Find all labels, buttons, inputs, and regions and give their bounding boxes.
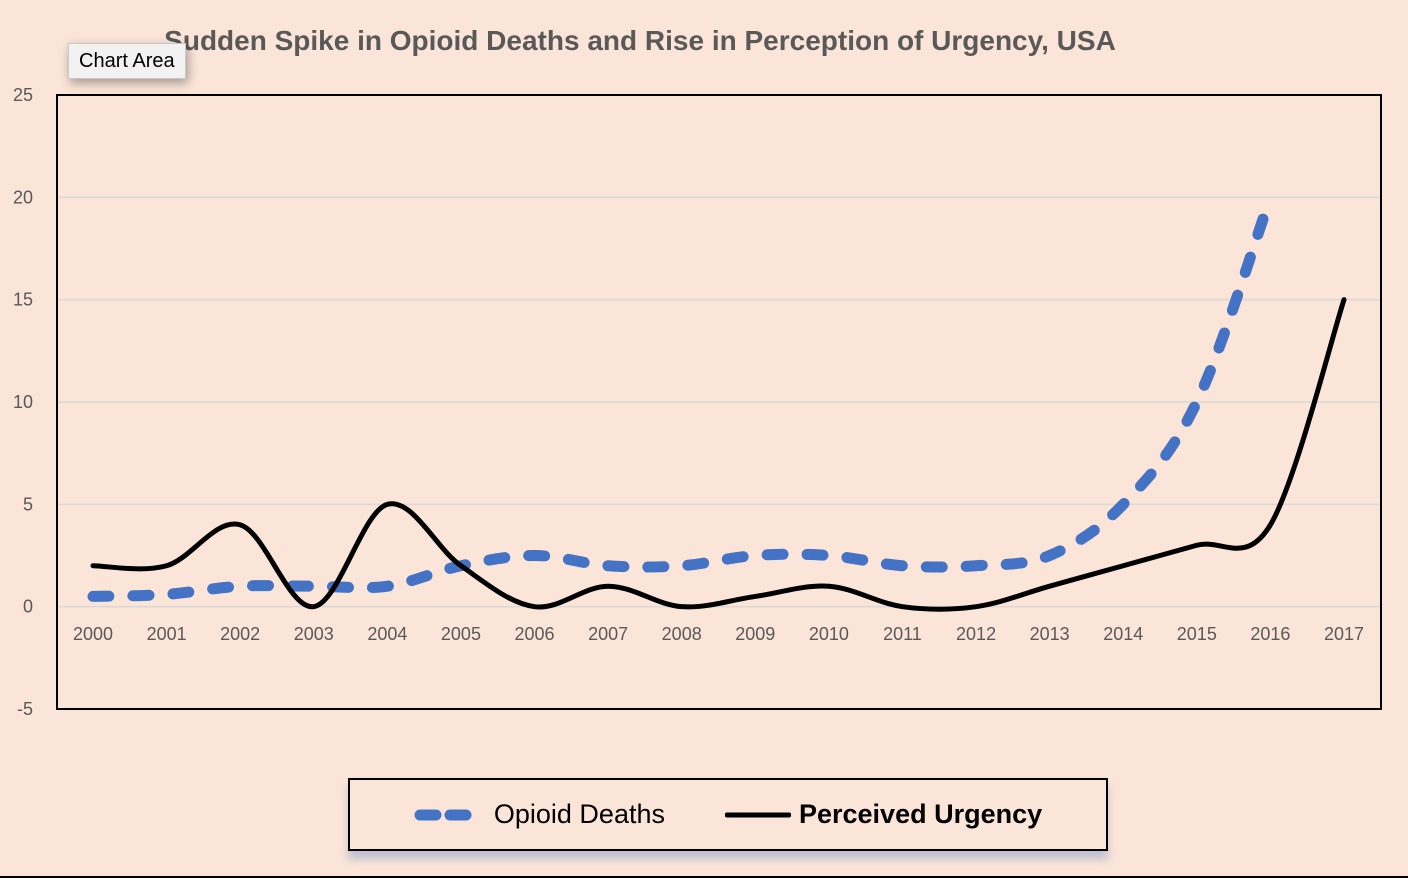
x-tick-label: 2013 [1030, 624, 1070, 644]
legend-label: Perceived Urgency [798, 799, 1043, 829]
bottom-border [0, 876, 1408, 878]
y-tick-label: 15 [13, 290, 33, 310]
x-tick-label: 2006 [515, 624, 555, 644]
x-tick-label: 2000 [73, 624, 113, 644]
chart-area-tooltip: Chart Area [68, 43, 186, 79]
legend-label: Opioid Deaths [493, 799, 665, 829]
y-tick-label: 5 [23, 494, 33, 514]
y-tick-label: 10 [13, 392, 33, 412]
y-tick-label: 0 [23, 597, 33, 617]
x-tick-label: 2014 [1103, 624, 1143, 644]
x-tick-label: 2003 [294, 624, 334, 644]
x-tick-label: 2005 [441, 624, 481, 644]
gridlines [57, 196, 1381, 608]
legend-item-perceived-urgency[interactable]: Perceived Urgency [724, 799, 1043, 830]
plot-area-border [56, 94, 1382, 710]
x-tick-label: 2002 [220, 624, 260, 644]
x-tick-label: 2009 [735, 624, 775, 644]
opioid-deaths-line[interactable] [87, 191, 1276, 602]
series-lines [87, 191, 1347, 612]
x-tick-label: 2015 [1177, 624, 1217, 644]
y-tick-label: 25 [13, 85, 33, 105]
legend-item-opioid-deaths[interactable]: Opioid Deaths [414, 799, 665, 830]
y-tick-label: 20 [13, 187, 33, 207]
chart-title: Sudden Spike in Opioid Deaths and Rise i… [164, 25, 1116, 56]
x-tick-label: 2010 [809, 624, 849, 644]
x-tick-label: 2008 [662, 624, 702, 644]
x-tick-label: 2007 [588, 624, 628, 644]
solid-line-legend-icon [724, 812, 791, 817]
dashed-line-legend-icon [414, 809, 486, 820]
legend[interactable]: Opioid Deaths Perceived Urgency [348, 778, 1108, 851]
x-tick-label: 2004 [367, 624, 407, 644]
perceived-urgency-line[interactable] [90, 297, 1347, 612]
y-tick-label: -5 [17, 699, 33, 719]
x-tick-label: 2011 [883, 624, 922, 644]
x-tick-label: 2017 [1324, 624, 1364, 644]
x-tick-label: 2012 [956, 624, 996, 644]
x-tick-label: 2001 [147, 624, 187, 644]
y-axis-ticks: 25 20 15 10 5 0 -5 [13, 85, 33, 719]
x-tick-label: 2016 [1250, 624, 1290, 644]
x-axis-ticks: 2000 2001 2002 2003 2004 2005 2006 2007 2008 2009… [73, 624, 1364, 644]
